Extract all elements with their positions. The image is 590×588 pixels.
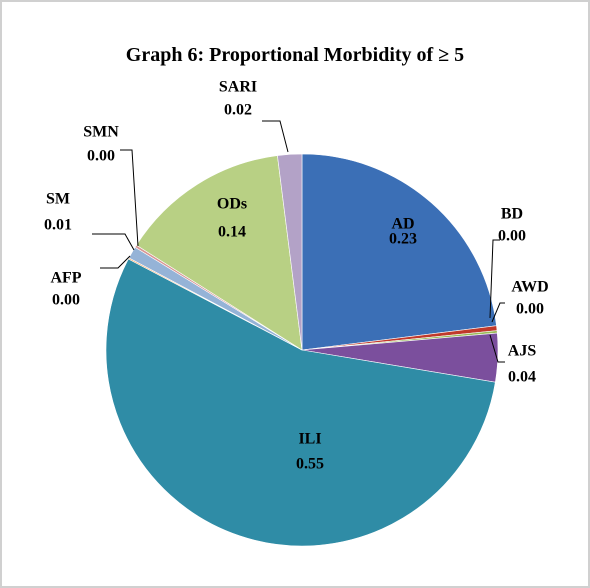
slice-label: SM [46, 191, 70, 208]
leader-line [120, 149, 139, 247]
slice-value: 0.00 [52, 292, 80, 309]
slice-value: 0.00 [498, 228, 526, 245]
slice-value: 0.02 [224, 102, 252, 119]
leader-line [489, 334, 505, 363]
pie-slice [135, 155, 303, 351]
leader-line [262, 120, 289, 153]
slice-value: 0.00 [87, 148, 115, 165]
slice-value: 0.04 [508, 369, 536, 386]
slice-label: SMN [83, 124, 119, 141]
slice-label: AJS [508, 343, 537, 360]
leader-line [100, 255, 131, 269]
slice-value: 0.01 [44, 217, 72, 234]
pie-slice [105, 258, 496, 547]
chart-title: Graph 6: Proportional Morbidity of ≥ 5 [125, 44, 465, 66]
leader-line [92, 233, 135, 251]
pie-slice [277, 153, 303, 351]
slice-label: BD [501, 206, 523, 223]
slice-label: AFP [50, 270, 81, 287]
slice-label: ODs [217, 196, 247, 213]
slice-label: AWD [511, 279, 548, 296]
leader-line [491, 302, 505, 323]
slice-label: AD [391, 216, 414, 233]
slice-value: 0.55 [296, 456, 324, 473]
slice-value: 0.23 [389, 231, 417, 248]
leader-line [489, 239, 500, 319]
slice-value: 0.00 [516, 301, 544, 318]
pie-slice [301, 153, 497, 351]
slice-value: 0.14 [218, 224, 246, 241]
slice-label: SARI [219, 79, 257, 96]
slice-label: ILI [298, 431, 321, 448]
